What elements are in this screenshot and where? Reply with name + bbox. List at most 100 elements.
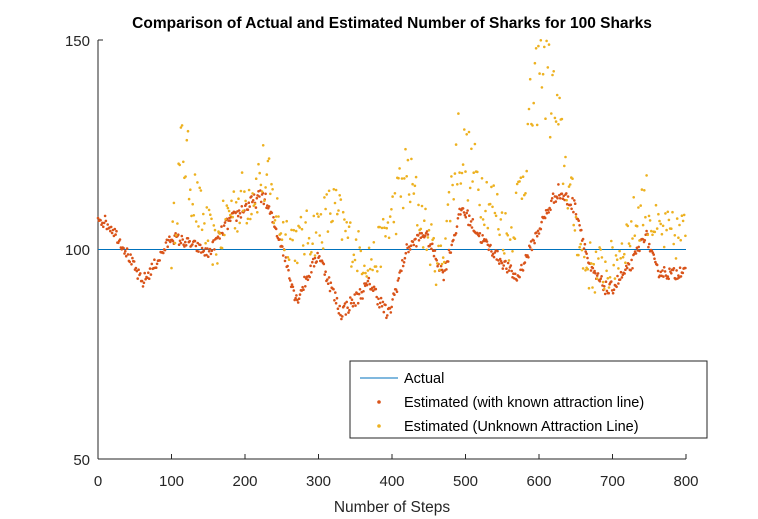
known-point	[354, 304, 357, 307]
unknown-point	[284, 233, 287, 236]
unknown-point	[661, 224, 665, 228]
unknown-point	[193, 173, 197, 176]
unknown-point	[306, 242, 310, 245]
known-point	[378, 301, 382, 305]
known-point	[561, 197, 565, 200]
known-point	[255, 196, 259, 200]
unknown-point	[610, 239, 613, 243]
unknown-point	[405, 175, 409, 178]
x-tick-label: 200	[232, 473, 257, 490]
known-point	[125, 247, 129, 250]
unknown-point	[287, 258, 291, 262]
x-tick-label: 0	[94, 473, 102, 490]
known-point	[166, 245, 169, 248]
unknown-point	[451, 183, 454, 187]
known-point	[297, 297, 301, 301]
known-point	[197, 250, 200, 253]
known-point	[638, 249, 641, 253]
unknown-point	[331, 219, 334, 223]
known-point	[618, 278, 622, 281]
known-point	[501, 267, 505, 270]
unknown-point	[600, 256, 604, 259]
known-point	[118, 238, 122, 241]
known-point	[570, 207, 573, 211]
unknown-point	[251, 192, 254, 195]
unknown-point	[241, 209, 245, 213]
unknown-point	[214, 253, 218, 256]
known-point	[188, 239, 191, 243]
known-point	[137, 268, 140, 272]
unknown-point	[358, 246, 362, 249]
unknown-point	[202, 212, 205, 216]
known-point	[652, 253, 655, 256]
known-point	[304, 285, 307, 288]
known-point	[400, 269, 403, 273]
unknown-point	[293, 259, 297, 263]
known-point	[338, 304, 342, 308]
known-point	[234, 211, 237, 215]
unknown-point	[266, 159, 270, 163]
unknown-point	[591, 286, 594, 289]
x-axis-label: Number of Steps	[334, 499, 451, 516]
legend-known-label: Estimated (with known attraction line)	[404, 395, 644, 411]
unknown-point	[611, 246, 614, 249]
known-point	[667, 277, 670, 281]
unknown-point	[250, 212, 253, 216]
known-point	[430, 247, 433, 251]
unknown-point	[595, 277, 599, 280]
legend: Actual Estimated (with known attraction …	[349, 360, 708, 439]
unknown-point	[329, 212, 332, 215]
unknown-point	[253, 202, 257, 206]
unknown-point	[180, 124, 184, 127]
known-point	[382, 310, 386, 314]
known-point	[262, 202, 266, 206]
unknown-point	[454, 143, 458, 146]
known-point	[207, 250, 211, 253]
unknown-point	[526, 122, 530, 126]
known-point	[574, 213, 578, 216]
known-point	[535, 231, 538, 234]
unknown-point	[684, 234, 687, 238]
unknown-point	[326, 230, 330, 233]
unknown-point	[211, 263, 214, 266]
known-point	[163, 248, 167, 252]
unknown-point	[427, 228, 431, 232]
legend-known-swatch	[377, 400, 381, 404]
y-tick-labels: 50 100 150	[65, 33, 90, 469]
unknown-point	[247, 188, 251, 192]
known-point	[573, 202, 577, 205]
unknown-point	[467, 130, 471, 134]
unknown-point	[391, 195, 394, 198]
unknown-point	[658, 219, 661, 223]
known-point	[530, 248, 534, 252]
known-point	[236, 214, 240, 218]
known-point	[566, 195, 570, 198]
known-point	[629, 268, 632, 272]
known-point	[393, 293, 396, 297]
unknown-point	[563, 164, 566, 168]
known-point	[521, 269, 525, 272]
unknown-point	[456, 183, 459, 186]
known-point	[114, 233, 117, 236]
known-point	[335, 296, 339, 300]
known-point	[507, 269, 511, 272]
known-point	[603, 292, 607, 296]
unknown-point	[312, 214, 316, 218]
unknown-point	[426, 236, 430, 239]
unknown-point	[354, 238, 358, 241]
known-point	[246, 208, 250, 211]
known-point	[396, 279, 400, 282]
known-point	[376, 303, 379, 306]
known-point	[454, 232, 458, 235]
known-point	[340, 317, 343, 321]
known-point	[432, 254, 436, 258]
known-point	[436, 264, 439, 268]
known-point	[586, 256, 589, 260]
known-point	[139, 272, 142, 275]
unknown-point	[374, 265, 378, 268]
known-point	[572, 210, 575, 214]
unknown-point	[243, 190, 246, 193]
unknown-point	[498, 233, 501, 237]
unknown-point	[381, 217, 385, 221]
unknown-point	[321, 247, 325, 250]
